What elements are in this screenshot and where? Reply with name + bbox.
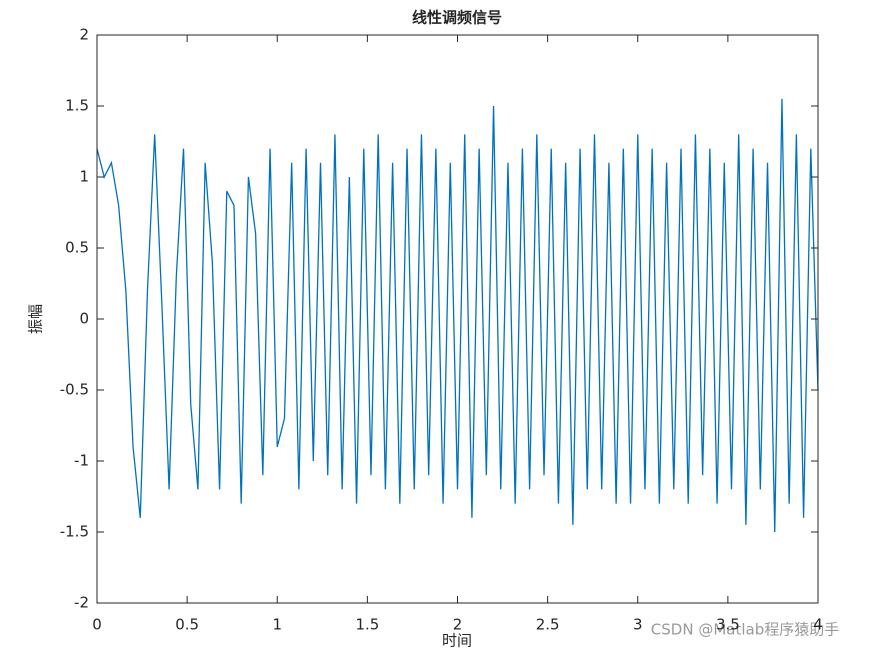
x-tick-label: 3: [633, 616, 643, 634]
y-tick-label: 1.5: [65, 97, 89, 115]
x-tick-label: 3.5: [716, 616, 740, 634]
x-tick-label: 4: [813, 616, 823, 634]
y-tick-label: -2: [74, 594, 89, 612]
y-tick-label: -0.5: [60, 381, 89, 399]
y-axis-label: 振幅: [27, 304, 45, 334]
y-tick-label: -1: [74, 452, 89, 470]
watermark: CSDN @Matlab程序猿助手: [651, 621, 839, 639]
y-tick-label: -1.5: [60, 523, 89, 541]
data-line: [96, 98, 819, 533]
x-tick-label: 1.5: [355, 616, 379, 634]
x-axis-label: 时间: [442, 632, 472, 649]
plot-area: [97, 35, 818, 603]
y-tick-label: 0.5: [65, 239, 89, 257]
y-tick-label: 1: [79, 168, 89, 186]
x-tick-label: 0.5: [175, 616, 199, 634]
x-tick-label: 2: [453, 616, 463, 634]
y-tick-label: 2: [79, 26, 89, 44]
chart-title: 线性调频信号: [412, 9, 502, 27]
x-tick-label: 2.5: [536, 616, 560, 634]
x-tick-label: 0: [92, 616, 102, 634]
y-tick-label: 0: [79, 310, 89, 328]
x-tick-label: 1: [272, 616, 282, 634]
